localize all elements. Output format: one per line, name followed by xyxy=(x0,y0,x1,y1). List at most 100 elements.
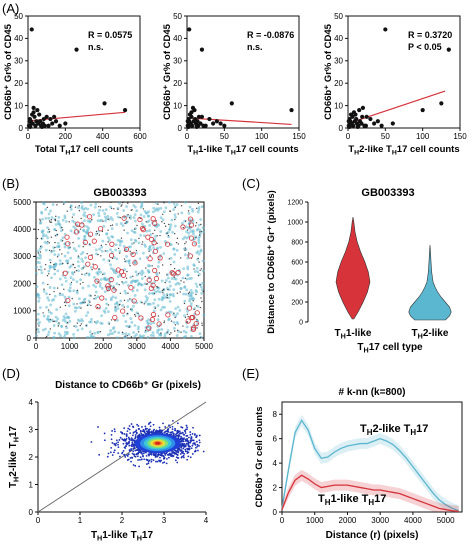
x-tick-label: 5000 xyxy=(195,342,213,351)
cell-dot xyxy=(132,275,134,278)
cell-dot xyxy=(77,255,80,257)
cell-dot xyxy=(130,281,133,285)
point xyxy=(188,445,190,447)
cell-dot xyxy=(65,316,69,319)
cell-dot xyxy=(156,235,158,237)
label-part: T xyxy=(187,144,193,155)
chart-c: GB003393 0 200 400 600 800 1000 1200 Distance to… xyxy=(266,187,452,355)
cell-dot xyxy=(109,248,112,252)
label-part: 1-like xyxy=(346,328,372,339)
cell-dot xyxy=(68,221,70,223)
point xyxy=(179,438,182,441)
cell-dot xyxy=(77,264,81,268)
cell-dot xyxy=(54,268,56,271)
data-point xyxy=(187,27,192,32)
cell-dot xyxy=(50,276,53,280)
cell-dot xyxy=(99,270,103,274)
cell-dot xyxy=(45,292,48,296)
cell-dot xyxy=(72,213,76,216)
cell-dot xyxy=(130,336,133,338)
cell-dot xyxy=(54,235,57,237)
x-tick-label: 150 xyxy=(292,132,306,141)
cell-dot xyxy=(173,205,177,208)
gr-cell-circle xyxy=(185,318,191,324)
cell-dot xyxy=(100,255,102,257)
cell-dot xyxy=(85,324,88,327)
point xyxy=(172,419,174,422)
cell-dot xyxy=(63,216,67,220)
cell-dot xyxy=(47,330,51,334)
plot-frame xyxy=(186,15,300,129)
point xyxy=(187,436,190,439)
data-point xyxy=(52,114,57,119)
y-tick-label: 10 xyxy=(14,101,23,110)
cell-dot xyxy=(89,243,91,245)
point xyxy=(172,451,175,453)
gr-cell-circle xyxy=(186,305,193,311)
gr-cell-circle xyxy=(105,285,112,291)
cell-dot xyxy=(69,204,73,208)
point xyxy=(136,448,139,451)
point xyxy=(106,455,109,458)
cell-dot xyxy=(123,299,126,302)
y-axis-label: CD66b⁺ Gr% of CD45 xyxy=(3,23,14,120)
point xyxy=(117,446,120,448)
cell-dot xyxy=(162,291,164,294)
cell-dot xyxy=(122,244,126,248)
cell-dot xyxy=(163,320,166,322)
label-part: H xyxy=(392,149,397,156)
cell-dot xyxy=(177,243,179,245)
cell-dot xyxy=(71,216,74,218)
cell-dot xyxy=(111,257,114,260)
point xyxy=(184,430,187,433)
cell-dot xyxy=(98,282,102,285)
cell-dot xyxy=(94,294,96,297)
cell-dot xyxy=(46,226,49,230)
point xyxy=(118,439,121,441)
cell-dot xyxy=(115,222,119,226)
point xyxy=(156,430,159,433)
cell-dot xyxy=(51,298,54,302)
cell-dot xyxy=(157,297,161,301)
point xyxy=(191,444,194,447)
point xyxy=(195,435,198,438)
cell-dot xyxy=(106,310,110,314)
cell-dot xyxy=(79,278,83,282)
cell-dot xyxy=(184,220,187,222)
cell-dot xyxy=(133,313,136,316)
point xyxy=(147,462,150,465)
cell-dot xyxy=(118,250,122,253)
cell-dot xyxy=(152,302,155,305)
x-tick-label: 400 xyxy=(96,132,110,141)
cell-dot xyxy=(142,251,145,255)
cell-dot xyxy=(138,334,142,338)
cell-dot xyxy=(59,249,61,251)
gr-cell-circle xyxy=(92,264,98,270)
point xyxy=(110,433,113,436)
point xyxy=(152,459,155,462)
cell-dot xyxy=(109,329,113,332)
cell-dot xyxy=(114,306,116,308)
gr-cell-circle xyxy=(64,234,70,240)
point xyxy=(110,438,113,441)
cell-dot xyxy=(100,249,104,253)
cell-dot xyxy=(59,334,62,338)
cell-dot xyxy=(161,221,163,223)
cell-dot xyxy=(180,211,184,215)
cell-dot xyxy=(184,242,186,245)
point xyxy=(169,426,172,429)
cell-dot xyxy=(155,201,158,205)
cell-dot xyxy=(67,295,71,299)
cell-dot xyxy=(123,268,127,271)
cell-dot xyxy=(49,221,51,223)
cell-dot xyxy=(49,328,52,330)
cell-dot xyxy=(56,287,59,289)
cell-dot xyxy=(97,270,100,274)
cell-dot xyxy=(116,206,120,210)
cell-dot xyxy=(180,221,184,225)
point xyxy=(191,433,194,435)
cell-dot xyxy=(123,306,126,308)
cell-dot xyxy=(86,272,88,274)
label-part: T xyxy=(8,482,19,488)
cell-dot xyxy=(38,268,40,271)
